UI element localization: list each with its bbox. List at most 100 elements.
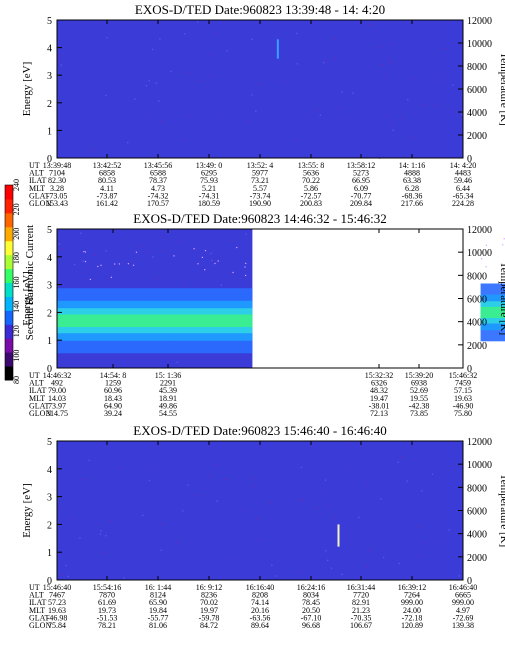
noise-pixel bbox=[67, 575, 69, 578]
colorbar-segment bbox=[5, 268, 13, 283]
noise-pixel bbox=[79, 537, 81, 539]
noise-pixel bbox=[99, 533, 101, 535]
noise-pixel bbox=[259, 540, 262, 542]
noise-pixel bbox=[220, 284, 223, 286]
noise-pixel bbox=[421, 490, 423, 492]
orbit-value: 106.67 bbox=[350, 621, 372, 630]
noise-pixel bbox=[352, 92, 354, 94]
noise-pixel bbox=[369, 24, 371, 26]
orbit-row-label: GLAT bbox=[29, 401, 50, 410]
noise-pixel bbox=[351, 469, 353, 471]
orbit-row-label: ALT bbox=[29, 169, 44, 178]
orbit-value: 80.53 bbox=[98, 176, 116, 185]
orbit-value: 19.97 bbox=[200, 606, 218, 615]
noise-pixel bbox=[383, 114, 385, 116]
noise-pixel bbox=[88, 459, 90, 462]
noise-pixel bbox=[383, 556, 385, 559]
orbit-value: 314.75 bbox=[46, 409, 68, 418]
orbit-row-label: ALT bbox=[29, 591, 44, 600]
noise-pixel bbox=[170, 70, 172, 73]
colorbar-tick-label: 220 bbox=[12, 203, 21, 215]
noise-pixel bbox=[400, 116, 403, 118]
orbit-value: 75.93 bbox=[200, 176, 218, 185]
orbit-value: 120.89 bbox=[401, 621, 423, 630]
noise-pixel bbox=[333, 37, 336, 40]
orbit-value: 8236 bbox=[201, 591, 217, 600]
noise-pixel bbox=[417, 526, 420, 528]
noise-pixel bbox=[105, 94, 107, 97]
orbit-value: 5636 bbox=[303, 169, 319, 178]
orbit-value: 6.44 bbox=[456, 184, 470, 193]
noise-pixel bbox=[65, 564, 67, 567]
band-speckle bbox=[132, 264, 135, 266]
noise-pixel bbox=[196, 494, 198, 497]
band-speckle bbox=[214, 262, 216, 265]
y2-tick-label: 0 bbox=[467, 154, 472, 165]
orbit-value: 70.22 bbox=[302, 176, 320, 185]
noise-pixel bbox=[300, 466, 303, 469]
orbit-row-label: ALT bbox=[29, 379, 44, 388]
band-speckle bbox=[114, 263, 116, 265]
orbit-value: 19.47 bbox=[370, 394, 388, 403]
orbit-value: 70.02 bbox=[200, 598, 218, 607]
orbit-row-label: GLON bbox=[29, 199, 51, 208]
orbit-value: 89.64 bbox=[251, 621, 269, 630]
noise-pixel bbox=[270, 501, 272, 504]
orbit-value: 6588 bbox=[150, 169, 166, 178]
noise-pixel bbox=[421, 543, 424, 545]
y2-tick-label: 12000 bbox=[467, 16, 492, 27]
orbit-row-label: GLAT bbox=[29, 191, 50, 200]
orbit-value: 60.96 bbox=[104, 386, 122, 395]
orbit-row-label: UT bbox=[29, 371, 40, 380]
orbit-value: 5977 bbox=[252, 169, 268, 178]
y2-tick-label: 10000 bbox=[467, 39, 492, 50]
noise-pixel bbox=[197, 79, 199, 82]
noise-pixel bbox=[410, 136, 413, 138]
noise-pixel bbox=[158, 100, 160, 102]
orbit-value: 65.90 bbox=[149, 598, 167, 607]
noise-pixel bbox=[251, 38, 253, 41]
noise-pixel bbox=[389, 59, 391, 61]
orbit-value: 49.86 bbox=[159, 401, 177, 410]
noise-pixel bbox=[252, 476, 255, 479]
noise-pixel bbox=[82, 260, 84, 262]
noise-pixel bbox=[440, 79, 442, 81]
noise-pixel bbox=[302, 499, 304, 501]
orbit-value: 16:39:12 bbox=[398, 583, 426, 592]
noise-pixel bbox=[341, 573, 343, 576]
orbit-value: 45.39 bbox=[159, 386, 177, 395]
band-speckle bbox=[244, 266, 246, 268]
orbit-value: 6.09 bbox=[354, 184, 368, 193]
orbit-value: 39.24 bbox=[104, 409, 122, 418]
y-tick-label: 2 bbox=[47, 308, 52, 319]
y-tick-label: 1 bbox=[47, 126, 52, 137]
orbit-value: 15: 1:36 bbox=[155, 371, 181, 380]
colorbar-label: Second Harmonic Current bbox=[24, 225, 36, 340]
plot-background bbox=[57, 20, 463, 158]
noise-pixel bbox=[381, 64, 384, 66]
band-speckle bbox=[83, 250, 85, 253]
noise-pixel bbox=[215, 463, 218, 466]
y-tick-label: 3 bbox=[47, 493, 52, 504]
noise-pixel bbox=[255, 110, 257, 112]
band-speckle bbox=[481, 258, 483, 260]
colorbar-tick-label: 240 bbox=[12, 179, 21, 191]
noise-pixel bbox=[142, 514, 144, 516]
noise-pixel bbox=[298, 499, 301, 501]
band-speckle bbox=[485, 266, 487, 268]
orbit-value: 7264 bbox=[404, 591, 420, 600]
noise-pixel bbox=[340, 106, 342, 108]
noise-pixel bbox=[105, 535, 107, 537]
noise-pixel bbox=[461, 113, 463, 116]
y2-tick-label: 4000 bbox=[467, 530, 487, 541]
noise-pixel bbox=[315, 507, 318, 510]
noise-pixel bbox=[120, 468, 123, 470]
y2-tick-label: 10000 bbox=[467, 248, 492, 259]
colorbar-segment bbox=[5, 254, 13, 270]
noise-pixel bbox=[325, 550, 327, 552]
noise-pixel bbox=[257, 83, 259, 86]
noise-pixel bbox=[406, 480, 408, 482]
orbit-value: 6.28 bbox=[405, 184, 419, 193]
orbit-value: 8124 bbox=[150, 591, 166, 600]
y-axis-label: Energy [eV] bbox=[21, 271, 33, 325]
